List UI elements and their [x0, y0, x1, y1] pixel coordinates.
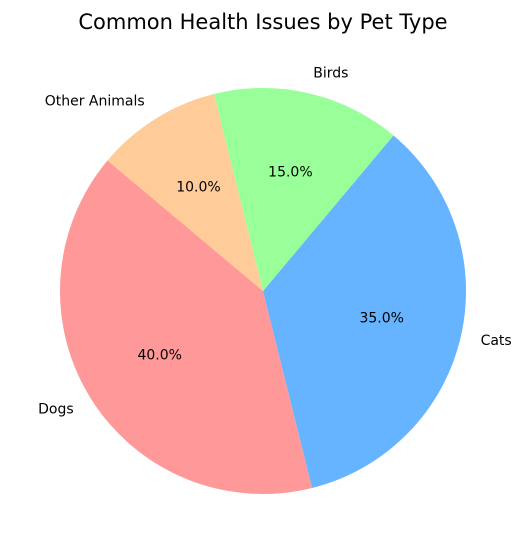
slice-labels: Dogs Cats Birds Other Animals — [38, 65, 512, 417]
pie-slice-cats — [263, 135, 467, 488]
pie-slices — [59, 87, 467, 495]
pie-slice-other-animals — [107, 94, 264, 291]
slice-label-cats: Cats — [481, 333, 512, 349]
slice-label-other-animals: Other Animals — [45, 94, 145, 110]
pct-label-birds: 15.0% — [268, 164, 312, 180]
percentage-labels: 40.0% 35.0% 15.0% 10.0% — [137, 164, 403, 363]
slice-label-birds: Birds — [313, 65, 348, 81]
pie-slice-birds — [213, 87, 394, 291]
pie-slice-dogs — [59, 160, 313, 495]
pct-label-dogs: 40.0% — [137, 348, 181, 364]
pct-label-other-animals: 10.0% — [176, 180, 220, 196]
pct-label-cats: 35.0% — [359, 310, 403, 326]
chart-title: Common Health Issues by Pet Type — [78, 10, 447, 34]
slice-label-dogs: Dogs — [38, 401, 74, 417]
